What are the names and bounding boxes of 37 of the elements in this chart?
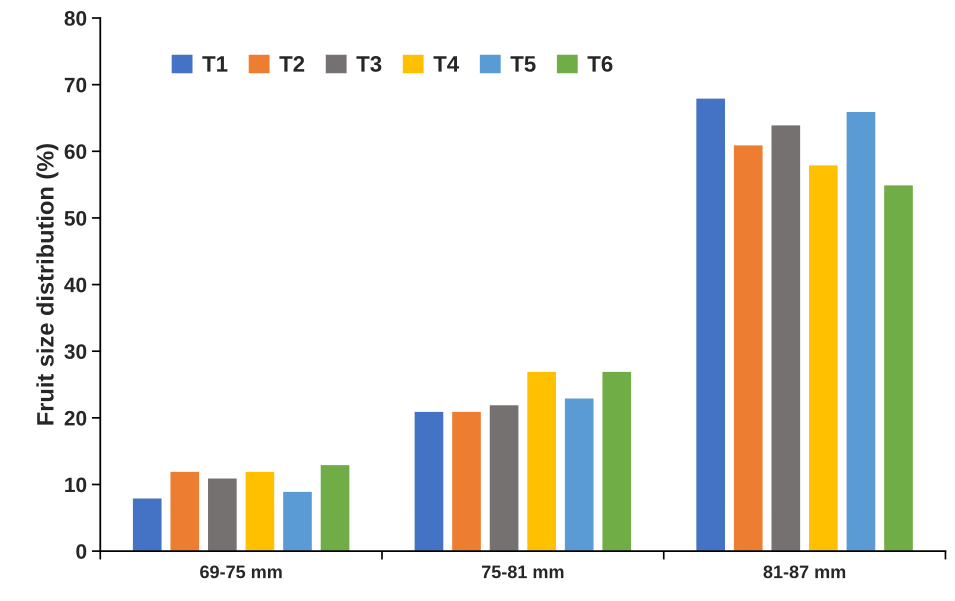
bar (244, 470, 276, 552)
y-tick-label: 0 (76, 544, 86, 559)
y-tick-label: 20 (64, 410, 86, 426)
legend-label: T1 (202, 56, 228, 72)
bar (601, 370, 632, 552)
legend-label: T3 (356, 56, 382, 72)
y-tick-label: 10 (65, 477, 86, 492)
bar (770, 124, 802, 552)
bar (563, 397, 595, 552)
y-tick-label: 30 (64, 344, 86, 359)
y-axis-title: Fruit size distribution (%) (36, 144, 58, 425)
y-tick-label: 50 (64, 210, 86, 226)
bar (169, 470, 201, 552)
bar (206, 477, 238, 552)
bar (882, 184, 914, 552)
bar (282, 490, 314, 552)
x-tick-label: 81-87 mm (764, 565, 846, 578)
bar (732, 144, 764, 552)
bar (132, 497, 163, 552)
bar (845, 110, 877, 552)
bar (450, 410, 482, 552)
legend-label: T6 (588, 56, 612, 72)
x-tick-label: 69-75 mm (200, 565, 282, 578)
legend-label: T5 (510, 56, 536, 72)
legend-label: T4 (433, 56, 460, 72)
y-tick-label: 40 (64, 278, 86, 292)
bar (319, 464, 351, 552)
bar (526, 370, 558, 552)
bar (488, 404, 520, 552)
legend-label: T2 (279, 56, 304, 72)
y-tick-label: 80 (64, 11, 86, 26)
x-tick-label: 75-81 mm (482, 565, 564, 578)
bar (413, 410, 445, 552)
y-tick-label: 70 (64, 78, 86, 92)
y-tick-label: 60 (64, 144, 86, 160)
bar (808, 164, 840, 552)
bar (694, 97, 726, 552)
